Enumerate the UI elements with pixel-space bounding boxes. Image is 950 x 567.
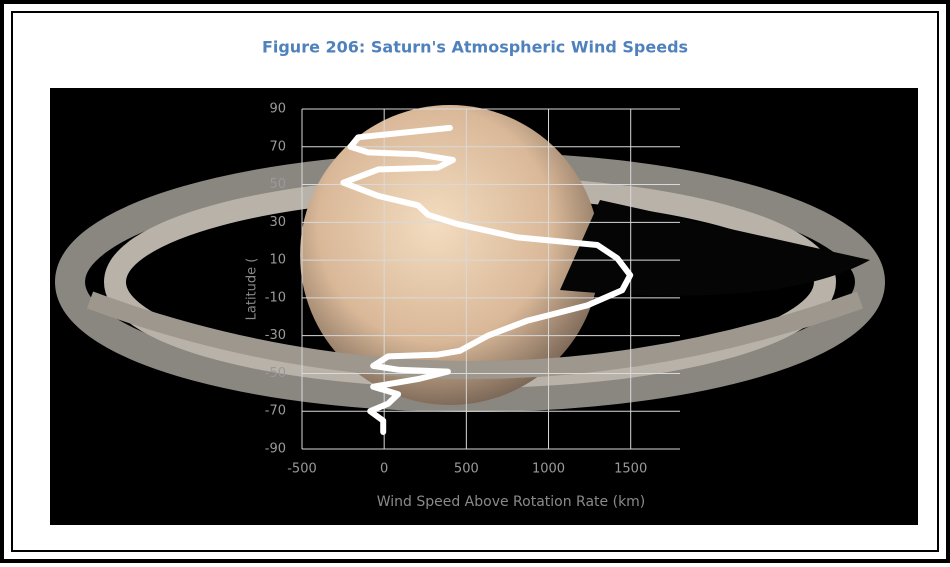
inner-border xyxy=(11,11,939,552)
y-tick-label: 90 xyxy=(269,102,286,117)
figure-title: Figure 206: Saturn's Atmospheric Wind Sp… xyxy=(262,38,688,57)
y-tick-label: -90 xyxy=(265,442,286,457)
y-tick-label: 70 xyxy=(269,139,286,154)
y-tick-label: -30 xyxy=(265,328,286,343)
x-tick-label: 500 xyxy=(454,462,479,477)
y-tick-label: -70 xyxy=(265,404,286,419)
y-tick-label: 30 xyxy=(269,215,286,230)
background-image xyxy=(50,88,918,525)
x-tick-label: 0 xyxy=(380,462,388,477)
y-tick-label: -10 xyxy=(265,290,286,305)
x-tick-label: 1500 xyxy=(614,462,647,477)
data-line xyxy=(340,124,634,435)
x-tick-label: 1000 xyxy=(532,462,565,477)
y-tick-label: 10 xyxy=(269,253,286,268)
y-tick-label: 50 xyxy=(269,177,286,192)
x-tick-label: -500 xyxy=(287,462,317,477)
y-axis-label: Latitude ( xyxy=(245,258,260,321)
y-tick-label: -50 xyxy=(265,366,286,381)
x-axis-label: Wind Speed Above Rotation Rate (km) xyxy=(377,494,646,510)
